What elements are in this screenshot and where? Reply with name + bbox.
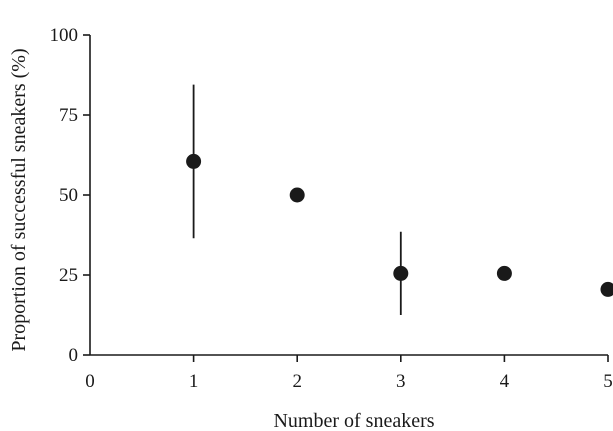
y-tick-label: 75: [59, 105, 78, 126]
y-tick-label: 50: [59, 185, 78, 206]
data-points: [186, 153, 613, 297]
y-tick-label: 0: [69, 345, 79, 366]
data-point: [496, 265, 512, 281]
y-tick-label: 25: [59, 265, 78, 286]
y-axis-title: Proportion of successful sneakers (%): [8, 48, 30, 351]
x-axis-title: Number of sneakers: [273, 410, 434, 431]
x-tick-label: 2: [292, 371, 302, 392]
data-point: [289, 187, 305, 203]
y-tick-label: 100: [50, 25, 79, 46]
data-point: [186, 153, 202, 169]
x-axis-ticks: 0 1 2 3 4 5: [85, 355, 613, 392]
x-tick-label: 3: [396, 371, 406, 392]
x-tick-label: 5: [603, 371, 613, 392]
plot-area: 0 25 50 75 100 0 1 2 3 4 5: [50, 25, 613, 392]
x-tick-label: 1: [189, 371, 199, 392]
y-axis-ticks: 0 25 50 75 100: [50, 25, 90, 366]
x-tick-label: 0: [85, 371, 95, 392]
data-point: [393, 265, 409, 281]
x-tick-label: 4: [500, 371, 510, 392]
data-point: [600, 281, 613, 297]
